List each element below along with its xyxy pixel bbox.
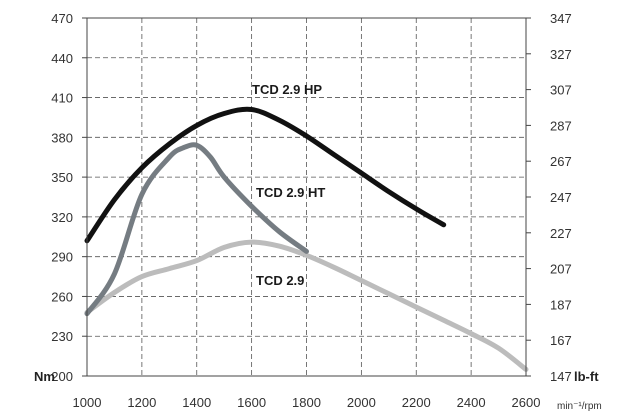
y-right-tick-label: 327 xyxy=(550,47,572,62)
y-right-tick-label: 347 xyxy=(550,11,572,26)
series-label-tcd-2-9-hp: TCD 2.9 HP xyxy=(252,82,322,97)
series-labels: TCD 2.9 HP TCD 2.9 HT TCD 2.9 xyxy=(252,82,325,288)
y-right-unit: lb-ft xyxy=(574,369,599,384)
y-left-tick-label: 350 xyxy=(51,170,73,185)
x-tick-label: 1200 xyxy=(127,395,156,410)
y-left-tick-label: 410 xyxy=(51,91,73,106)
series-line-tcd-2-9-hp xyxy=(84,106,447,244)
y-right-tick-label: 167 xyxy=(550,333,572,348)
series-line-tcd-2-9 xyxy=(84,239,529,372)
y-right-tick-label: 187 xyxy=(550,297,572,312)
series-lines xyxy=(84,106,529,372)
x-tick-label: 2400 xyxy=(457,395,486,410)
x-tick-label: 1400 xyxy=(182,395,211,410)
y-right-tick-label: 307 xyxy=(550,83,572,98)
x-tick-label: 1600 xyxy=(237,395,266,410)
x-tick-label: 2000 xyxy=(347,395,376,410)
x-tick-label: 1000 xyxy=(73,395,102,410)
y-left-tick-label: 200 xyxy=(51,369,73,384)
y-left-tick-label: 440 xyxy=(51,51,73,66)
y-left-tick-label: 290 xyxy=(51,250,73,265)
x-unit: min⁻¹/rpm xyxy=(557,401,602,411)
y-left-unit: Nm xyxy=(34,369,55,384)
axis-ticks: 1000 1200 1400 1600 1800 2000 2200 2400 2600 200 2… xyxy=(51,11,571,410)
y-left-tick-label: 380 xyxy=(51,130,73,145)
series-label-tcd-2-9-ht: TCD 2.9 HT xyxy=(256,185,325,200)
y-right-tick-label: 287 xyxy=(550,118,572,133)
y-right-tick-label: 267 xyxy=(550,154,572,169)
y-left-tick-label: 230 xyxy=(51,329,73,344)
series-line-tcd-2-9-ht xyxy=(84,142,309,317)
x-tick-label: 2600 xyxy=(512,395,541,410)
y-left-tick-label: 260 xyxy=(51,289,73,304)
y-right-tick-label: 227 xyxy=(550,226,572,241)
x-tick-label: 1800 xyxy=(292,395,321,410)
y-right-tick-label: 207 xyxy=(550,262,572,277)
y-right-tick-label: 147 xyxy=(550,369,572,384)
y-right-tick-label: 247 xyxy=(550,190,572,205)
y-left-tick-label: 320 xyxy=(51,210,73,225)
series-label-tcd-2-9: TCD 2.9 xyxy=(256,273,304,288)
y-left-tick-label: 470 xyxy=(51,11,73,26)
x-tick-label: 2200 xyxy=(402,395,431,410)
